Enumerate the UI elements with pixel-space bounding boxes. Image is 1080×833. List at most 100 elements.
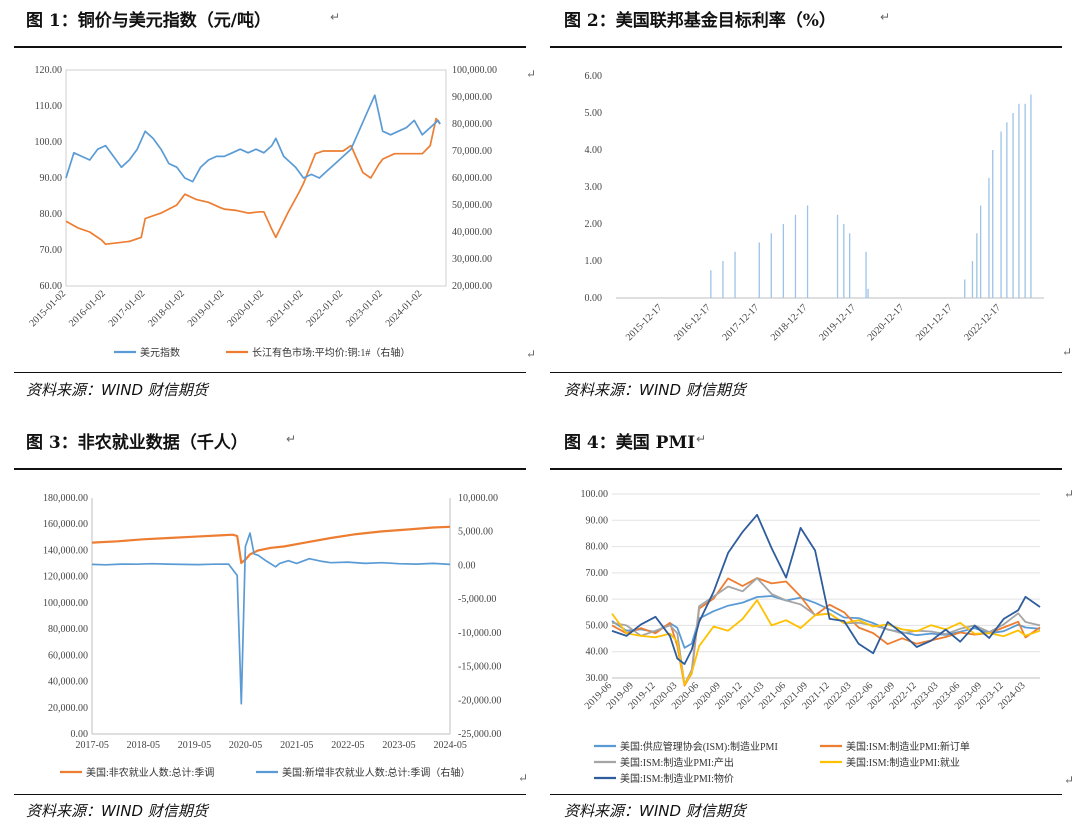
legend-copper-price-label: 长江有色市场:平均价:铜:1#（右轴）: [252, 346, 410, 359]
series-copper-price-line: [65, 117, 441, 246]
rate-bar-8: [836, 214, 839, 299]
x-tick-6: 2021-12-17: [914, 302, 955, 343]
figure-4-top-rule: [550, 468, 1062, 470]
y-right-tick-2: -15,000.00: [458, 662, 501, 673]
y-tick-0: 30.00: [586, 673, 609, 684]
x-tick-9: 2024-01-02: [384, 288, 425, 329]
figure-4-bottom-rule: [550, 794, 1062, 795]
legend-employment-label: 美国:ISM:制造业PMI:就业: [846, 756, 960, 769]
y-tick-3: 3.00: [585, 182, 603, 193]
y-left-tick-1: 20,000.00: [48, 703, 88, 714]
rate-bar-16: [980, 205, 982, 298]
legend-prices-label: 美国:ISM:制造业PMI:物价: [620, 772, 734, 785]
y-tick-2: 2.00: [585, 219, 603, 230]
y-left-tick-0: 60.00: [40, 281, 63, 292]
y-right-tick-4: -5,000.00: [458, 594, 496, 605]
figure-4-chart: 30.00 40.00 50.00 60.00 70.00 80.00 90.00 100.0…: [581, 487, 1075, 787]
x-tick-2: 2019-05: [178, 740, 211, 751]
y-right-tick-4: 60,000.00: [452, 173, 492, 184]
y-left-tick-1: 70.00: [40, 245, 63, 256]
figure-1-return-mark: ↵: [330, 10, 341, 24]
chart-return-mark-bottom: ↵: [526, 347, 536, 361]
series-new-nonfarm-line: [91, 532, 451, 705]
y-tick-4: 70.00: [586, 568, 609, 579]
figure-1-bottom-rule: [14, 372, 526, 373]
y-right-tick-3: 50,000.00: [452, 200, 492, 211]
rate-bar-3: [758, 242, 760, 298]
chart-return-mark-top: ↵: [1064, 487, 1074, 501]
x-tick-0: 2015-01-02: [27, 288, 68, 329]
y-left-tick-3: 90.00: [40, 173, 63, 184]
y-left-tick-9: 180,000.00: [43, 493, 88, 504]
y-tick-1: 40.00: [586, 647, 609, 658]
x-tick-0: 2017-05: [75, 740, 108, 751]
rate-bar-21: [1012, 113, 1014, 298]
rate-bar-2: [734, 251, 736, 299]
legend-dollar-index-label: 美元指数: [140, 346, 180, 359]
x-tick-1: 2016-12-17: [672, 302, 713, 343]
figure-1-source: 资料来源：WIND 财信期货: [26, 381, 208, 399]
figure-3-top-rule: [14, 468, 526, 470]
figure-4-source: 资料来源：WIND 财信期货: [564, 802, 746, 820]
figure-2-source: 资料来源：WIND 财信期货: [564, 381, 746, 399]
y-tick-1: 1.00: [585, 256, 603, 267]
series-production-line: [611, 577, 1041, 686]
y-left-tick-5: 100,000.00: [43, 598, 88, 609]
y-right-tick-5: 0.00: [458, 560, 476, 571]
y-right-tick-8: 100,000.00: [452, 65, 497, 76]
legend-new-orders-label: 美国:ISM:制造业PMI:新订单: [846, 740, 970, 753]
y-tick-5: 80.00: [586, 542, 609, 553]
y-left-tick-3: 60,000.00: [48, 650, 88, 661]
x-tick-7: 2022-01-02: [305, 288, 346, 329]
y-right-tick-6: 5,000.00: [458, 527, 493, 538]
rate-bar-18: [992, 150, 994, 298]
rate-bar-9: [843, 224, 845, 298]
x-tick-2: 2017-12-17: [721, 302, 762, 343]
figure-1-chart: 60.00 70.00 80.00 90.00 100.00 110.00 120.00 20…: [27, 65, 536, 361]
rate-bar-24: [1030, 94, 1032, 298]
y-left-tick-2: 80.00: [40, 209, 63, 220]
y-right-tick-1: -20,000.00: [458, 695, 501, 706]
x-tick-3: 2020-05: [229, 740, 262, 751]
y-left-tick-8: 160,000.00: [43, 519, 88, 530]
y-tick-5: 5.00: [585, 108, 603, 119]
figure-3-bottom-rule: [14, 794, 526, 795]
x-tick-4: 2019-01-02: [186, 288, 227, 329]
rate-bar-12: [867, 288, 869, 299]
y-tick-0: 0.00: [585, 293, 603, 304]
figure-3: 图 3：非农就业数据（千人） ↵ 0.00 20,000.00 40,000.00 6…: [0, 416, 540, 833]
figure-1-top-rule: [14, 46, 526, 48]
y-right-tick-2: 40,000.00: [452, 227, 492, 238]
rate-bar-23: [1024, 103, 1026, 299]
y-right-tick-3: -10,000.00: [458, 628, 501, 639]
y-tick-3: 60.00: [586, 594, 609, 605]
rate-bar-10: [849, 233, 851, 299]
y-tick-2: 50.00: [586, 620, 609, 631]
x-tick-5: 2022-05: [331, 740, 364, 751]
y-left-tick-5: 110.00: [35, 101, 62, 112]
plot-frame: [65, 69, 447, 287]
x-tick-5: 2020-01-02: [225, 288, 266, 329]
x-tick-4: 2021-05: [280, 740, 313, 751]
series-dollar-index-line: [65, 94, 441, 183]
y-right-tick-7: 10,000.00: [458, 493, 498, 504]
x-tick-5: 2020-12-17: [866, 302, 907, 343]
x-tick-8: 2023-01-02: [344, 288, 385, 329]
rate-bar-11: [865, 251, 867, 299]
x-tick-3: 2018-12-17: [769, 302, 810, 343]
series-total-employment-line: [91, 525, 451, 565]
figure-4-title: 图 4：美国 PMI: [564, 433, 696, 453]
x-tick-1: 2016-01-02: [67, 288, 108, 329]
figure-1: 图 1：铜价与美元指数（元/吨） ↵ 60.00 70.00 80.00 90.00 1…: [0, 0, 540, 416]
rate-bar-6: [794, 214, 797, 299]
figure-3-title: 图 3：非农就业数据（千人）: [26, 433, 248, 453]
figure-3-return-mark: ↵: [286, 432, 297, 446]
legend-total-employment-label: 美国:非农就业人数:总计:季调: [86, 766, 214, 779]
y-right-tick-6: 80,000.00: [452, 119, 492, 130]
figure-2-bottom-rule: [550, 372, 1062, 373]
y-left-tick-4: 100.00: [35, 137, 63, 148]
y-left-tick-6: 120.00: [35, 65, 63, 76]
rate-bar-17: [988, 177, 990, 298]
x-tick-7: 2024-05: [433, 740, 466, 751]
